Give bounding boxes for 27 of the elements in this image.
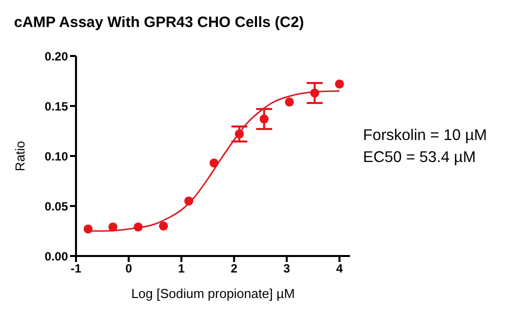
x-axis-title: Log [Sodium propionate] µM xyxy=(131,286,295,301)
point xyxy=(184,196,194,206)
point xyxy=(310,88,320,98)
y-tick-label: 0.05 xyxy=(44,199,68,214)
point xyxy=(108,222,118,232)
x-tick-label: -1 xyxy=(70,262,82,276)
text: EC50 = 53.4 µM xyxy=(363,148,477,168)
point xyxy=(210,158,219,168)
x-tick-label: 1 xyxy=(178,262,186,276)
y-tick-label: 0.20 xyxy=(44,49,68,64)
text: Forskolin = 10 µM xyxy=(363,126,487,146)
point xyxy=(260,114,269,124)
point xyxy=(84,224,93,234)
point xyxy=(134,222,143,232)
x-tick-label: 0 xyxy=(125,262,132,276)
x-tick-label: 2 xyxy=(230,262,238,276)
point xyxy=(284,97,294,107)
x-tick-label: 3 xyxy=(283,262,290,276)
point xyxy=(234,129,244,139)
y-axis-title: Ratio xyxy=(12,140,28,172)
point xyxy=(334,79,344,89)
y-tick-label: 0.15 xyxy=(44,99,68,114)
chart-title: cAMP Assay With GPR43 CHO Cells (C2) xyxy=(14,14,304,31)
x-tick-label: 4 xyxy=(336,262,344,276)
point xyxy=(158,221,168,231)
y-tick-label: 0.00 xyxy=(44,249,68,264)
y-tick-label: 0.10 xyxy=(44,149,68,164)
